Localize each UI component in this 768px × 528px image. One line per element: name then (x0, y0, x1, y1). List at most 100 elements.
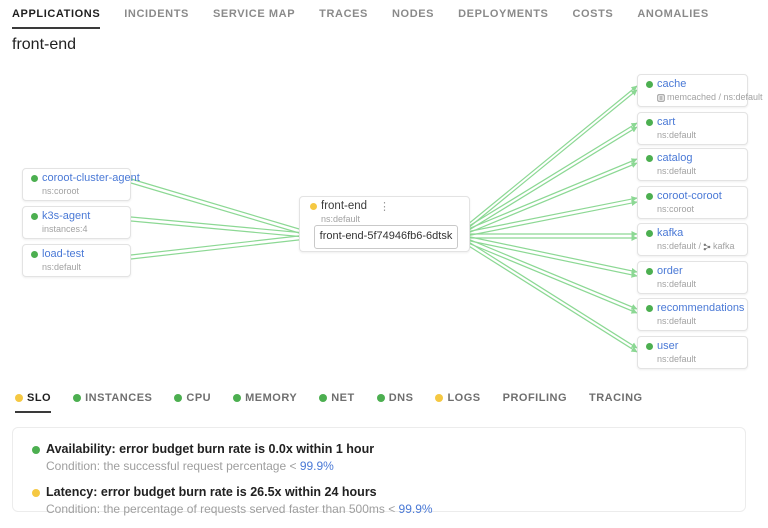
service-subtitle: ns:coroot (42, 186, 80, 196)
tab-label: MEMORY (245, 392, 298, 404)
service-subtitle: memcached / ns:default (667, 92, 763, 102)
tab-net[interactable]: NET (319, 392, 355, 411)
nav-tab-deployments[interactable]: DEPLOYMENTS (458, 8, 549, 20)
service-link-coroot-coroot[interactable]: coroot-coroot (657, 190, 722, 202)
nav-tab-anomalies[interactable]: ANOMALIES (637, 8, 709, 20)
report-tabs: SLO INSTANCES CPU MEMORY NET DNS LOGS PR… (15, 392, 643, 413)
service-node-cart[interactable]: cart ns:default (637, 112, 748, 145)
current-service-name: front-end (321, 200, 368, 212)
warning-dot-icon (15, 394, 23, 402)
status-ok-icon (646, 155, 653, 162)
service-link-cart[interactable]: cart (657, 116, 676, 128)
slo-item-latency: Latency: error budget burn rate is 26.5x… (32, 484, 745, 518)
tab-tracing[interactable]: TRACING (589, 392, 643, 411)
service-node-order[interactable]: order ns:default (637, 261, 748, 294)
tab-profiling[interactable]: PROFILING (503, 392, 567, 411)
tab-logs[interactable]: LOGS (435, 392, 480, 411)
ok-dot-icon (319, 394, 328, 402)
status-ok-icon (31, 251, 38, 258)
service-node-kafka[interactable]: kafka ns:default / kafka (637, 223, 748, 256)
status-warning-icon (310, 203, 317, 210)
service-node-load-test[interactable]: load-test ns:default (22, 244, 131, 277)
status-ok-icon (646, 119, 653, 126)
tab-label: LOGS (447, 392, 481, 404)
status-ok-icon (646, 305, 653, 312)
tab-label: TRACING (589, 392, 643, 404)
service-subtitle: ns:default (321, 214, 361, 224)
slo-condition-text: Condition: the percentage of requests se… (46, 502, 399, 516)
kebab-menu-icon[interactable]: ⋮ (379, 200, 391, 213)
service-subtitle: ns:default (657, 130, 697, 140)
nav-tab-service-map[interactable]: SERVICE MAP (212, 8, 296, 20)
service-node-recommendations[interactable]: recommendations ns:default (637, 298, 748, 331)
service-subtitle: ns:default (657, 354, 697, 364)
service-link-k3s-agent[interactable]: k3s-agent (42, 210, 91, 222)
service-node-coroot-coroot[interactable]: coroot-coroot ns:coroot (637, 186, 748, 219)
service-node-user[interactable]: user ns:default (637, 336, 748, 369)
status-ok-icon (646, 268, 653, 275)
instance-box[interactable]: front-end-5f74946fb6-6dtsk (314, 225, 458, 249)
slo-condition-text: Condition: the successful request percen… (46, 459, 300, 473)
service-link-cache[interactable]: cache (657, 78, 687, 90)
service-node-k3s-agent[interactable]: k3s-agent instances:4 (22, 206, 131, 239)
tab-instances[interactable]: INSTANCES (73, 392, 152, 411)
service-link-catalog[interactable]: catalog (657, 152, 693, 164)
ok-dot-icon (376, 394, 385, 402)
warning-dot-icon (32, 488, 40, 497)
status-ok-icon (31, 175, 38, 182)
page-title: front-end (12, 36, 77, 53)
nav-tab-traces[interactable]: TRACES (319, 8, 368, 20)
memcached-icon (657, 93, 665, 102)
nav-tab-incidents[interactable]: INCIDENTS (124, 8, 189, 20)
ok-dot-icon (32, 445, 40, 454)
service-node-catalog[interactable]: catalog ns:default (637, 148, 748, 181)
tab-label: NET (331, 392, 355, 404)
slo-threshold-link[interactable]: 99.9% (398, 502, 433, 516)
service-link-order[interactable]: order (657, 265, 683, 277)
service-link-load-test[interactable]: load-test (42, 248, 85, 260)
ok-dot-icon (73, 394, 82, 402)
service-map-edges (130, 85, 638, 353)
service-subtitle: ns:default (42, 262, 82, 272)
tab-memory[interactable]: MEMORY (233, 392, 297, 411)
service-node-coroot-cluster-agent[interactable]: coroot-cluster-agent ns:coroot (22, 168, 140, 201)
tab-label: CPU (186, 392, 212, 404)
service-subtitle: ns:default (657, 316, 697, 326)
slo-panel: Availability: error budget burn rate is … (12, 427, 746, 516)
service-subtitle: kafka (713, 241, 735, 251)
status-ok-icon (646, 230, 653, 237)
status-ok-icon (646, 81, 653, 88)
slo-title-text: Latency: error budget burn rate is 26.5x… (46, 485, 377, 499)
service-node-cache[interactable]: cache memcached / ns:default (637, 74, 763, 107)
kafka-icon (703, 243, 711, 250)
service-link-kafka[interactable]: kafka (657, 227, 684, 239)
service-map: coroot-cluster-agent ns:coroot k3s-agent… (0, 60, 768, 390)
service-link-coroot-cluster-agent[interactable]: coroot-cluster-agent (42, 172, 140, 184)
tab-dns[interactable]: DNS (376, 392, 414, 411)
nav-tab-costs[interactable]: COSTS (572, 8, 614, 20)
slo-threshold-link[interactable]: 99.9% (299, 459, 334, 473)
service-subtitle: ns:default (657, 279, 697, 289)
status-ok-icon (31, 213, 38, 220)
ok-dot-icon (174, 394, 183, 402)
tab-label: INSTANCES (85, 392, 153, 404)
tab-cpu[interactable]: CPU (174, 392, 211, 411)
nav-tab-nodes[interactable]: NODES (392, 8, 435, 20)
nav-tab-applications[interactable]: APPLICATIONS (12, 8, 101, 29)
status-ok-icon (646, 343, 653, 350)
service-subtitle: instances:4 (42, 224, 88, 234)
service-subtitle: ns:default (657, 166, 697, 176)
tab-slo[interactable]: SLO (15, 392, 52, 413)
top-nav: APPLICATIONS INCIDENTS SERVICE MAP TRACE… (12, 8, 709, 29)
service-node-front-end[interactable]: front-end ⋮ ns:default front-end-5f74946… (299, 196, 470, 252)
service-subtitle: ns:default / (657, 241, 702, 251)
tab-label: SLO (27, 392, 52, 404)
ok-dot-icon (233, 394, 242, 402)
tab-label: DNS (388, 392, 414, 404)
slo-title-text: Availability: error budget burn rate is … (46, 442, 375, 456)
warning-dot-icon (435, 394, 444, 402)
slo-item-availability: Availability: error budget burn rate is … (32, 441, 745, 475)
service-link-user[interactable]: user (657, 340, 679, 352)
service-link-recommendations[interactable]: recommendations (657, 302, 745, 314)
tab-label: PROFILING (502, 392, 567, 404)
